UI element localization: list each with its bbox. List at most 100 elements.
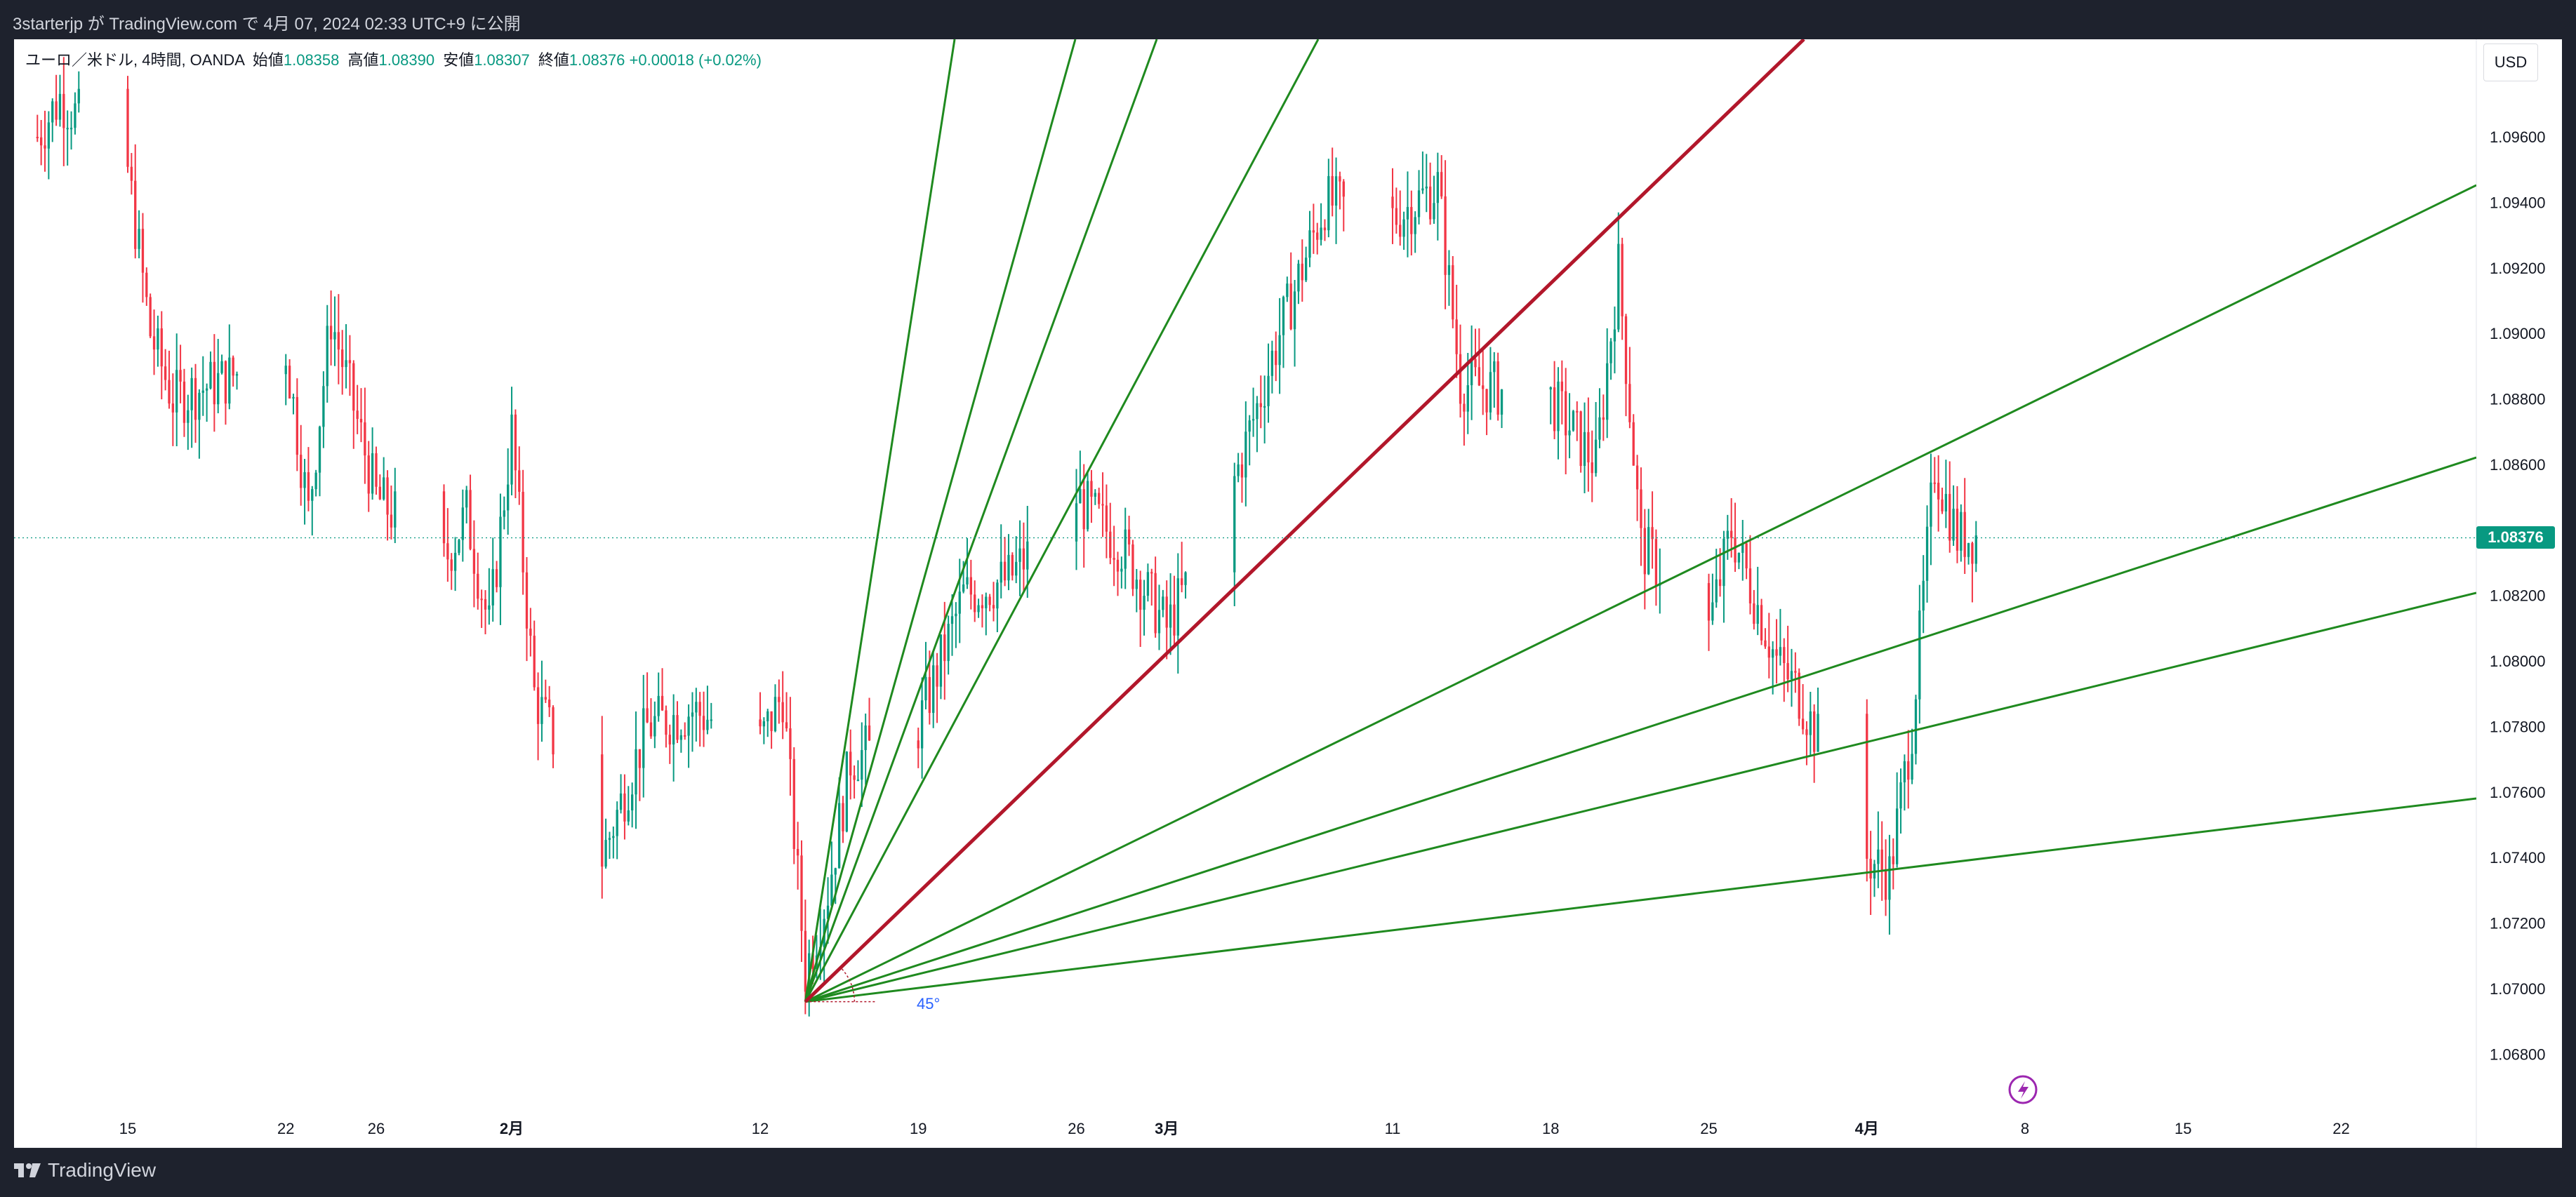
gann-fan[interactable] (804, 39, 2476, 1003)
gann-fan-line[interactable] (804, 39, 956, 1002)
candle-body (1165, 596, 1168, 628)
candle-body (1135, 580, 1138, 589)
candle-body (676, 715, 679, 740)
candle-body (966, 577, 969, 585)
candle-body (796, 849, 799, 856)
candle-body (826, 905, 830, 919)
candle-body (55, 101, 58, 120)
candle-body (706, 719, 709, 730)
gann-fan-line[interactable] (805, 797, 2476, 1003)
candle-body (461, 507, 464, 540)
candle-body (213, 361, 216, 405)
price-axis[interactable]: 1.09600 1.09400 1.09200 1.09000 1.08800 1.086… (2490, 128, 2546, 1063)
price-tick-label: 1.07200 (2490, 915, 2546, 932)
candle-body (1090, 481, 1093, 497)
candle-body (1817, 714, 1819, 752)
candle-body (811, 953, 814, 970)
candle-body (375, 453, 378, 487)
candle-body (232, 357, 234, 376)
candle-body (1805, 729, 1808, 735)
candle-body (1436, 172, 1440, 203)
candle-body (182, 381, 186, 423)
gann-fan-line[interactable] (804, 39, 1320, 1003)
candle-body (1244, 432, 1247, 478)
candle-body (1428, 186, 1432, 220)
candle-body (378, 486, 381, 500)
candle-body (1790, 671, 1793, 680)
gann-fan-main-line[interactable] (804, 39, 1805, 1003)
gann-fan-line[interactable] (804, 39, 1077, 1003)
candle-body (785, 722, 788, 729)
time-tick-label: 2月 (500, 1120, 524, 1137)
candle-body (800, 855, 803, 931)
time-tick-label: 4月 (1855, 1120, 1879, 1137)
candle-body (364, 422, 366, 456)
candle-body (1421, 188, 1424, 191)
candle-body (668, 735, 671, 745)
candle-body (337, 332, 340, 350)
candle-body (1899, 782, 1902, 809)
candle-body (371, 453, 374, 494)
candle-body (1308, 230, 1311, 258)
candle-body (175, 370, 178, 413)
candle-body (936, 665, 938, 687)
candle-body (646, 708, 649, 723)
gann-fan-line[interactable] (805, 591, 2476, 1003)
candle-body (1263, 406, 1266, 408)
candle-body (453, 552, 457, 571)
gann-fan-line[interactable] (804, 184, 2476, 1003)
candle-body (1094, 493, 1096, 497)
candle-body (1256, 403, 1259, 420)
candle-body (856, 780, 860, 782)
candle-body (386, 477, 389, 515)
candle-body (1146, 572, 1150, 596)
gann-fan-line[interactable] (804, 39, 1158, 1003)
candle-body (1643, 528, 1646, 575)
candle-body (1425, 186, 1428, 189)
candle-body (1105, 505, 1108, 532)
time-tick-label: 25 (1700, 1120, 1717, 1137)
candle-body (1086, 481, 1089, 530)
currency-button[interactable]: USD (2483, 44, 2538, 81)
candle-body (1922, 580, 1925, 611)
open-label: 始値 (252, 51, 284, 69)
candle-body (830, 874, 833, 906)
candle-body (367, 455, 370, 494)
candle-body (1606, 363, 1609, 420)
price-tick-label: 1.09200 (2490, 260, 2546, 277)
candle-body (1813, 711, 1816, 752)
gann-fan-line[interactable] (804, 456, 2476, 1003)
candle-body (981, 605, 984, 608)
candle-body (1162, 596, 1164, 610)
candle-body (943, 634, 946, 662)
lightning-icon[interactable] (2008, 1075, 2038, 1104)
candle-body (1956, 509, 1959, 551)
candle-body (845, 751, 849, 831)
time-axis[interactable]: 15 22 26 2月 12 19 26 3月 11 18 25 4月 8 15 22 (119, 1120, 2350, 1137)
candle-body (507, 484, 510, 511)
candle-body (1801, 718, 1805, 730)
candle-body (522, 491, 524, 573)
high-label: 高値 (347, 51, 379, 69)
candle-body (1259, 403, 1262, 408)
candle-body (540, 697, 543, 724)
candle-body (1974, 535, 1977, 564)
candle-body (1576, 410, 1579, 413)
candle-body (1410, 207, 1413, 234)
symbol-name[interactable]: ユーロ／米ドル, 4時間, OANDA (25, 51, 244, 69)
candle-body (1026, 541, 1029, 570)
close-value: 1.08376 (569, 51, 625, 69)
candle-body (518, 470, 521, 492)
candle-body (548, 700, 551, 708)
candle-body (695, 702, 698, 713)
candle-body (770, 711, 773, 731)
candle-body (1722, 538, 1725, 587)
candle-body (1730, 530, 1733, 538)
candle-body (179, 370, 182, 382)
candle-body (996, 582, 999, 609)
chart-area[interactable] (14, 39, 2562, 1148)
candle-body (1018, 548, 1021, 562)
candle-body (1925, 526, 1929, 581)
tradingview-brand[interactable]: TradingView (14, 1159, 156, 1182)
